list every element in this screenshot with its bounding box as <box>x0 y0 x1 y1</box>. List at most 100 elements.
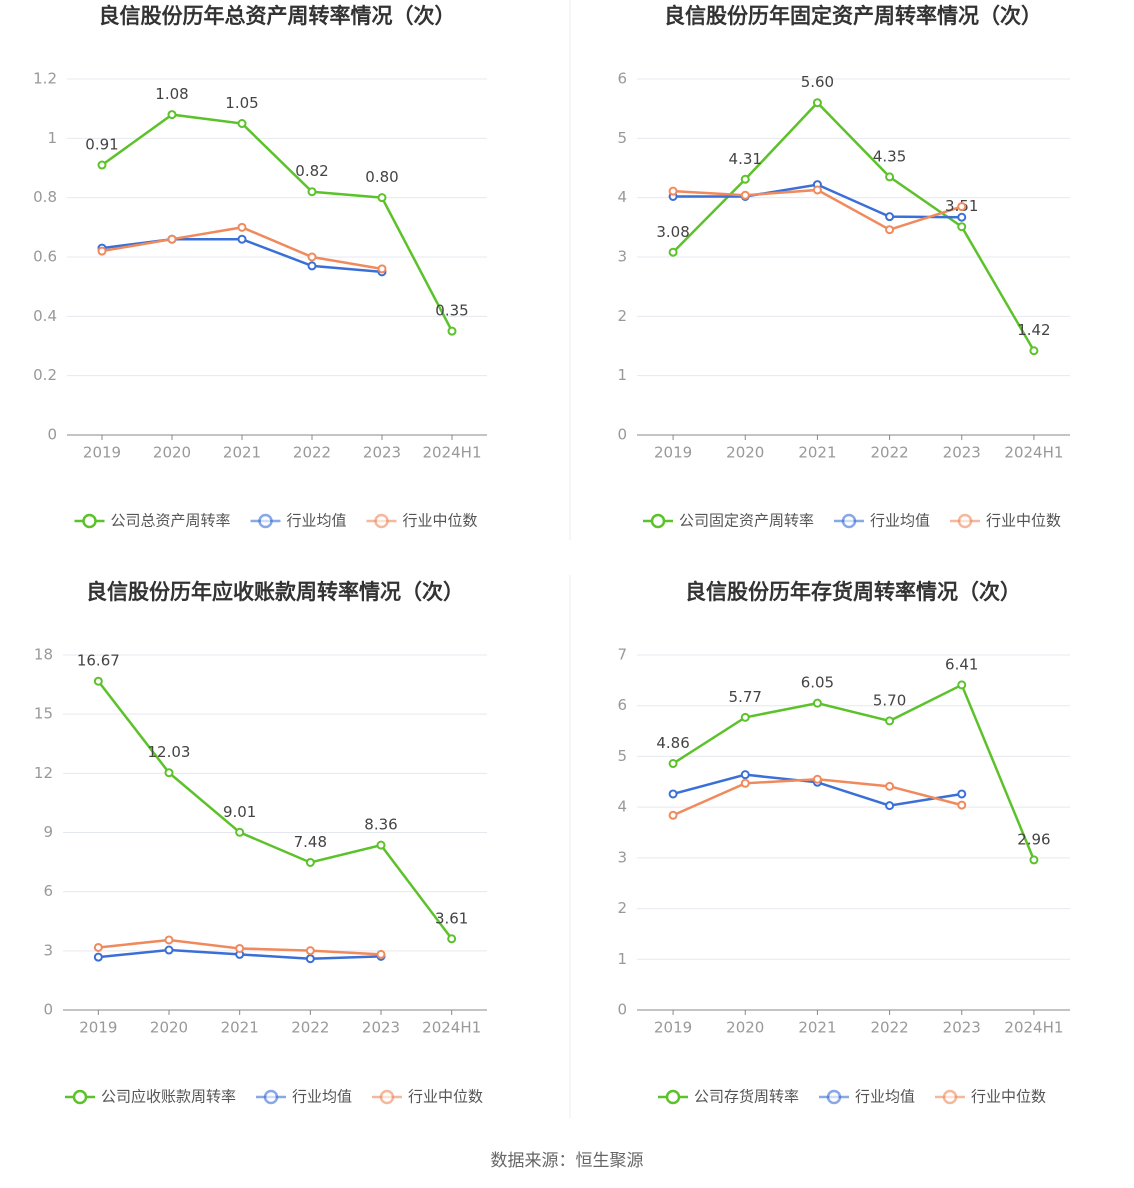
chart-title: 良信股份历年固定资产周转率情况（次） <box>664 4 1042 28</box>
point <box>668 186 678 196</box>
y-tick-label: 15 <box>34 705 53 723</box>
point <box>376 840 386 850</box>
y-tick-label: 5 <box>617 129 627 147</box>
point <box>307 187 317 197</box>
point <box>237 222 247 232</box>
point <box>740 770 750 780</box>
x-tick-label: 2021 <box>223 444 261 462</box>
value-label: 9.01 <box>223 803 256 821</box>
point <box>235 943 245 953</box>
x-tick-label: 2019 <box>83 444 121 462</box>
legend-marker <box>841 513 857 529</box>
y-tick-label: 0 <box>617 426 627 444</box>
value-label: 12.03 <box>148 743 191 761</box>
point <box>668 247 678 257</box>
point <box>740 190 750 200</box>
point <box>885 212 895 222</box>
y-tick-label: 1.2 <box>33 70 57 88</box>
legend-marker <box>826 1089 842 1105</box>
x-tick-label: 2022 <box>291 1019 329 1037</box>
value-label: 1.08 <box>155 85 188 103</box>
value-label: 3.08 <box>656 223 689 241</box>
y-tick-label: 0 <box>43 1001 53 1019</box>
x-tick-label: 2024H1 <box>423 444 482 462</box>
source: 数据来源：恒生聚源 <box>491 1151 644 1171</box>
y-tick-label: 1 <box>617 950 627 968</box>
series-line <box>97 680 453 940</box>
legend-label: 公司存货周转率 <box>694 1088 799 1106</box>
legend-marker <box>957 513 973 529</box>
value-label: 1.05 <box>225 94 258 112</box>
y-tick-label: 1 <box>617 366 627 384</box>
chart-title: 良信股份历年总资产周转率情况（次） <box>99 4 456 28</box>
x-tick-label: 2021 <box>221 1019 259 1037</box>
value-label: 5.77 <box>729 688 762 706</box>
point <box>447 326 457 336</box>
point <box>235 827 245 837</box>
point <box>376 949 386 959</box>
value-label: 1.42 <box>1017 321 1050 339</box>
x-tick-label: 2021 <box>798 444 836 462</box>
point <box>812 185 822 195</box>
point <box>305 946 315 956</box>
point <box>885 801 895 811</box>
legend-marker <box>263 1089 279 1105</box>
y-tick-label: 0.8 <box>33 188 57 206</box>
legend-label: 行业中位数 <box>971 1088 1046 1106</box>
point <box>668 759 678 769</box>
point <box>957 789 967 799</box>
y-tick-label: 7 <box>617 646 627 664</box>
point <box>885 225 895 235</box>
x-tick-label: 2019 <box>79 1019 117 1037</box>
x-tick-label: 2020 <box>153 444 191 462</box>
point <box>957 212 967 222</box>
x-tick-label: 2023 <box>363 444 401 462</box>
y-tick-label: 0.6 <box>33 248 57 266</box>
y-tick-label: 6 <box>617 696 627 714</box>
chart-title: 良信股份历年应收账款周转率情况（次） <box>86 580 464 604</box>
y-tick-label: 1 <box>47 129 57 147</box>
point <box>812 774 822 784</box>
legend-marker <box>82 513 97 529</box>
x-tick-label: 2024H1 <box>1004 1019 1063 1037</box>
y-tick-label: 2 <box>617 899 627 917</box>
series-line <box>101 113 454 332</box>
series-line <box>672 683 1036 861</box>
point <box>957 202 967 212</box>
y-tick-label: 5 <box>617 747 627 765</box>
point <box>305 954 315 964</box>
point <box>812 698 822 708</box>
value-label: 3.61 <box>435 909 468 927</box>
point <box>237 119 247 128</box>
point <box>307 261 317 271</box>
point <box>93 676 103 686</box>
point <box>812 98 822 108</box>
point <box>885 172 895 182</box>
series-line <box>672 100 1036 352</box>
x-tick-label: 2024H1 <box>422 1019 481 1037</box>
value-label: 8.36 <box>364 816 397 834</box>
legend-label: 公司应收账款周转率 <box>101 1088 236 1106</box>
x-tick-label: 2022 <box>293 444 331 462</box>
legend-label: 行业均值 <box>855 1088 915 1106</box>
value-label: 0.82 <box>295 162 328 180</box>
y-tick-label: 3 <box>617 248 627 266</box>
legend-label: 行业中位数 <box>986 512 1061 530</box>
legend-label: 公司固定资产周转率 <box>679 512 814 530</box>
value-label: 16.67 <box>77 652 120 670</box>
value-label: 2.96 <box>1017 830 1050 848</box>
legend-label: 公司总资产周转率 <box>111 512 231 530</box>
point <box>885 716 895 726</box>
point <box>377 264 387 274</box>
point <box>97 160 107 170</box>
legend-marker <box>379 1089 395 1105</box>
value-label: 0.80 <box>365 168 398 186</box>
y-tick-label: 0.2 <box>33 366 57 384</box>
y-tick-label: 12 <box>34 764 53 782</box>
x-tick-label: 2020 <box>726 444 764 462</box>
point <box>97 246 107 256</box>
point <box>93 942 103 952</box>
value-label: 4.35 <box>873 147 906 165</box>
legend-marker <box>650 513 666 529</box>
